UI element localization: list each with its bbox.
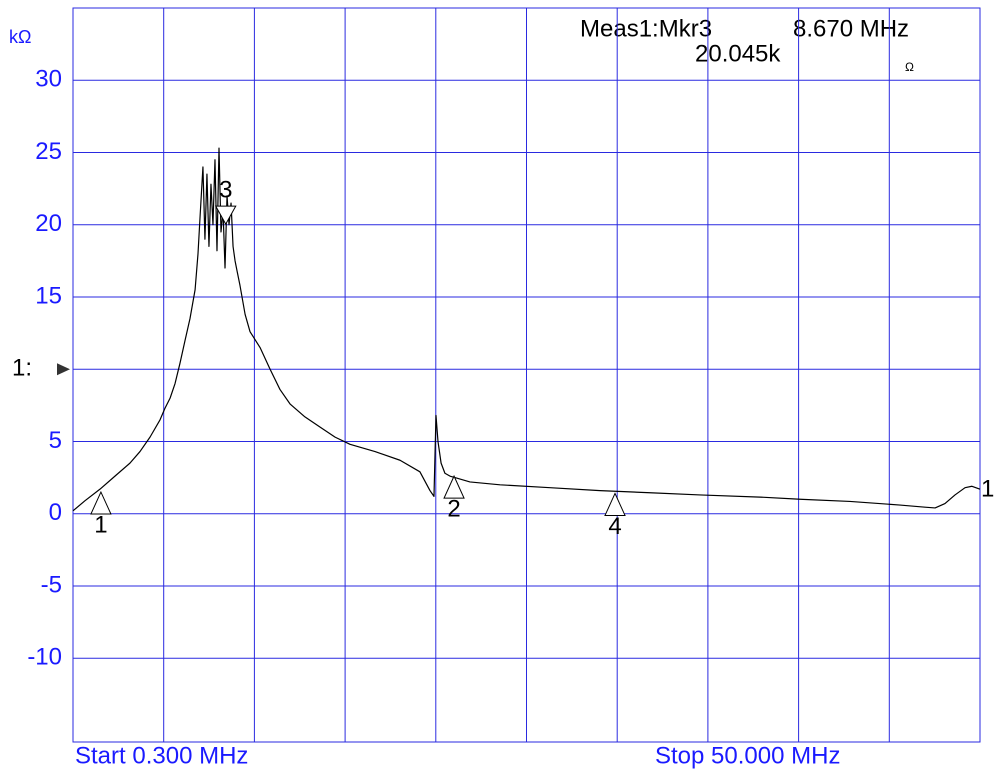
channel-label: 1 <box>981 475 994 502</box>
y-tick-label: 1: <box>12 355 32 382</box>
reference-arrow <box>57 363 70 376</box>
stop-label: Stop 50.000 MHz <box>655 742 840 769</box>
y-tick-label: 20 <box>35 210 62 237</box>
readout-unit: Ω <box>905 60 914 74</box>
y-tick-label: 25 <box>35 138 62 165</box>
y-tick-label: 30 <box>35 66 62 93</box>
y-tick-label: 5 <box>49 427 62 454</box>
readout-frequency: 8.670 MHz <box>793 15 909 42</box>
marker <box>604 492 626 516</box>
y-tick-label: 15 <box>35 282 62 309</box>
marker-label: 4 <box>608 513 621 540</box>
marker <box>90 490 112 515</box>
readout-name: Meas1:Mkr3 <box>580 15 712 42</box>
marker <box>443 474 465 499</box>
marker <box>214 205 237 226</box>
unit-label: kΩ <box>9 27 31 47</box>
marker-label: 2 <box>447 495 460 522</box>
y-tick-label: 0 <box>49 499 62 526</box>
start-label: Start 0.300 MHz <box>75 742 248 769</box>
y-tick-label: -10 <box>27 644 62 671</box>
trace <box>72 147 981 512</box>
y-tick-label: -5 <box>41 571 62 598</box>
readout-value: 20.045k <box>695 40 781 67</box>
marker-label: 1 <box>94 511 107 538</box>
marker-label: 3 <box>219 176 232 203</box>
